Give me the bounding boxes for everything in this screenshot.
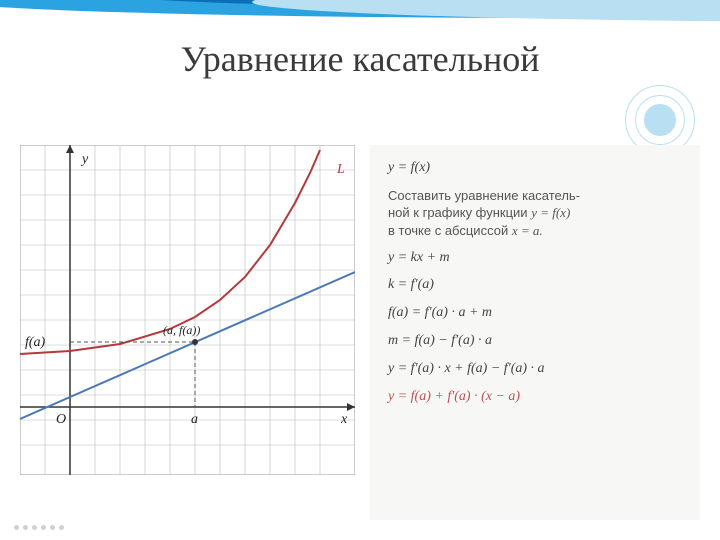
formula-ykxm: y = kx + m <box>388 249 682 268</box>
task-text-line3a: в точке с абсциссой <box>388 223 512 238</box>
svg-text:a: a <box>191 412 198 427</box>
page-title: Уравнение касательной <box>0 38 720 80</box>
task-text-line2b: y = f(x) <box>531 205 570 220</box>
task-text-line3b: x = a. <box>512 223 543 238</box>
content-area: y x Oa f(a) (a, f(a)) L y = f(x) Составить ур… <box>20 145 700 520</box>
page-indicator <box>14 525 64 530</box>
svg-text:O: O <box>56 412 66 427</box>
task-text-line1: Составить уравнение касатель- <box>388 188 580 203</box>
formula-y-expanded: y = f′(a) · x + f(a) − f′(a) · a <box>388 360 682 379</box>
graph-panel: y x Oa f(a) (a, f(a)) L <box>20 145 355 475</box>
task-text: Составить уравнение касатель- ной к граф… <box>388 187 682 240</box>
formula-y-fx: y = f(x) <box>388 159 682 178</box>
task-text-line2a: ной к графику функции <box>388 205 531 220</box>
svg-text:L: L <box>336 162 345 177</box>
formula-m: m = f(a) − f′(a) · a <box>388 332 682 351</box>
svg-text:(a, f(a)): (a, f(a)) <box>163 323 200 337</box>
formula-panel: y = f(x) Составить уравнение касатель- н… <box>370 145 700 520</box>
svg-text:x: x <box>340 412 348 427</box>
formula-fa: f(a) = f′(a) · a + m <box>388 304 682 323</box>
svg-text:y: y <box>80 152 89 167</box>
formula-k: k = f′(a) <box>388 276 682 295</box>
formula-final: y = f(a) + f′(a) · (x − a) <box>388 388 682 407</box>
svg-text:f(a): f(a) <box>25 335 46 350</box>
ring-decoration <box>644 104 676 136</box>
tangent-graph: y x Oa f(a) (a, f(a)) L <box>20 145 355 475</box>
